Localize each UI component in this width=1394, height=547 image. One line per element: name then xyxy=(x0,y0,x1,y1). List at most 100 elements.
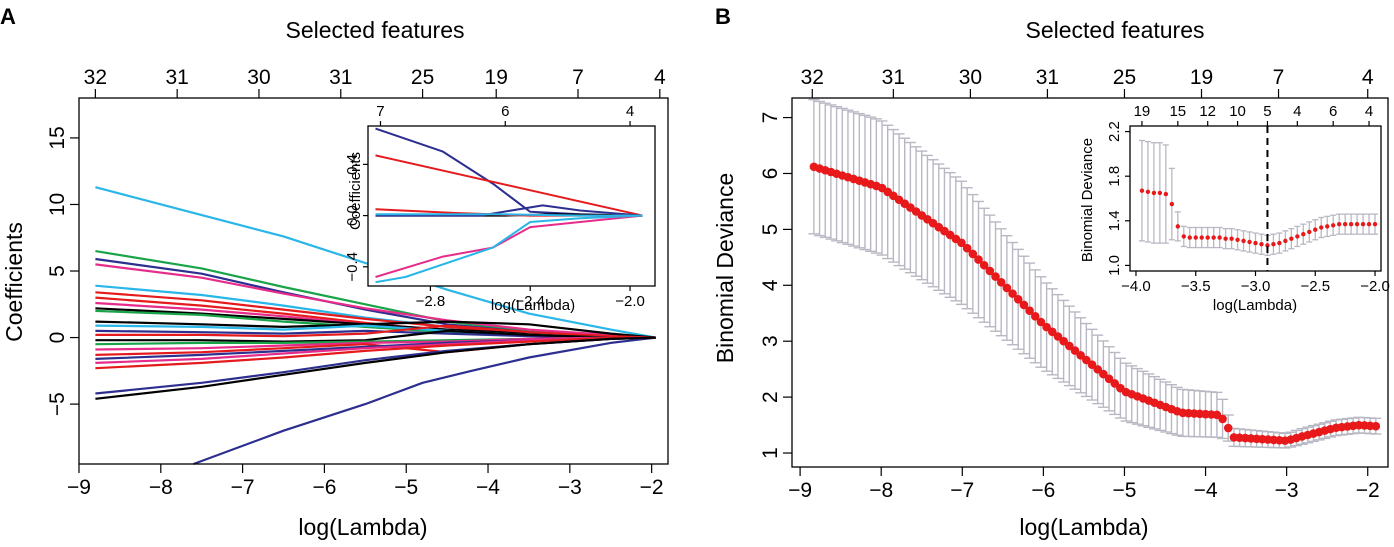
y-tick-label: 1.4 xyxy=(1106,210,1123,231)
inset-cv-point xyxy=(1205,235,1210,240)
panel-a-top-axis-title: Selected features xyxy=(285,17,464,43)
coefficient-path-plot: Selected features log(Lambda) Coefficien… xyxy=(1,17,669,540)
inset-cv-point xyxy=(1199,235,1204,240)
inset-cv-point xyxy=(1354,221,1360,227)
inset-cv-point xyxy=(1139,188,1145,193)
y-tick-label: 5 xyxy=(46,265,69,277)
inset-cv-point xyxy=(1325,224,1330,229)
y-tick-label: 0.4 xyxy=(344,154,361,175)
top-tick-label: 4 xyxy=(654,66,666,89)
cv-point xyxy=(991,272,1000,281)
x-tick-label: −3.5 xyxy=(1181,278,1211,295)
cv-point xyxy=(1008,289,1017,298)
inset-cv-point xyxy=(1360,221,1366,227)
x-tick-label: −7 xyxy=(231,476,255,499)
x-tick-label: −2.8 xyxy=(416,293,446,310)
y-tick-label: −5 xyxy=(46,392,69,416)
cv-deviance-inset: −4.0 −3.5 −3.0 −2.5 −2.0 1.0 1.4 1.8 2.2 19 15 12… xyxy=(1079,103,1390,314)
y-tick-label: 7 xyxy=(759,112,782,124)
cv-point xyxy=(968,249,978,259)
inset-cv-point xyxy=(1211,235,1216,240)
cv-point xyxy=(1019,300,1029,310)
panel-b-y-ticks: 1 2 3 4 5 6 7 xyxy=(759,112,792,459)
cv-point xyxy=(985,266,995,276)
inset-a-x-axis-title: log(Lambda) xyxy=(491,297,575,314)
inset-cv-point xyxy=(1235,237,1240,242)
cv-point xyxy=(1087,360,1097,369)
top-tick-label: 7 xyxy=(1273,66,1285,89)
cv-point xyxy=(1104,374,1114,384)
y-tick-label: 0 xyxy=(46,332,69,344)
y-tick-label: 5 xyxy=(759,224,782,236)
y-tick-label: 1.8 xyxy=(1106,166,1123,187)
x-tick-label: −5 xyxy=(1112,479,1136,502)
inset-cv-point xyxy=(1289,236,1294,241)
cv-point xyxy=(1025,306,1034,315)
inset-cv-point xyxy=(1348,221,1354,227)
cv-point xyxy=(1223,423,1233,433)
x-tick-label: −5 xyxy=(394,476,418,499)
inset-cv-point xyxy=(1145,189,1151,195)
cv-point xyxy=(1059,336,1068,346)
inset-cv-point xyxy=(1169,201,1175,207)
inset-cv-point xyxy=(1330,223,1336,228)
inset-cv-point xyxy=(1295,234,1300,239)
x-tick-label: −2.5 xyxy=(1300,278,1330,295)
cv-point xyxy=(962,243,972,253)
inset-a-x-ticks: −2.8 −2.4 −2.0 xyxy=(416,286,645,310)
panel-label-b: B xyxy=(715,4,731,29)
x-tick-label: −2.4 xyxy=(515,293,545,310)
inset-cv-point xyxy=(1307,229,1312,235)
cv-point xyxy=(979,260,989,270)
panel-b-x-ticks: −9 −8 −7 −6 −5 −4 −3 −2 xyxy=(788,467,1380,502)
x-tick-label: −3.0 xyxy=(1241,278,1271,295)
inset-cv-point xyxy=(1259,242,1264,247)
cv-point xyxy=(957,238,966,248)
inset-b-y-axis-title: Binomial Deviance xyxy=(1079,138,1096,262)
y-tick-label: 4 xyxy=(759,279,782,291)
cv-point xyxy=(1070,346,1080,355)
panel-label-a: A xyxy=(0,4,16,29)
cv-point xyxy=(1042,322,1051,332)
inset-cv-point xyxy=(1241,238,1246,244)
inset-cv-point xyxy=(1265,243,1270,248)
top-tick-label: 5 xyxy=(1263,103,1271,120)
cv-point xyxy=(996,277,1006,287)
inset-b-deviance-points xyxy=(1139,188,1378,248)
top-tick-label: 25 xyxy=(1113,66,1136,89)
inset-coef-line-cyan-inset-2 xyxy=(375,213,643,217)
inset-cv-point xyxy=(1229,236,1234,241)
cv-point xyxy=(1076,350,1085,360)
panel-b-deviance-points xyxy=(809,162,1381,445)
cv-point xyxy=(1099,369,1108,379)
inset-cv-point xyxy=(1163,191,1169,197)
top-tick-label: 32 xyxy=(84,66,107,89)
inset-coef-line-cyan-inset xyxy=(375,214,643,284)
top-tick-label: 31 xyxy=(1036,66,1059,89)
x-tick-label: −4.0 xyxy=(1121,278,1151,295)
inset-cv-point xyxy=(1271,242,1276,247)
inset-coef-line-red-inset xyxy=(375,154,643,217)
inset-cv-point xyxy=(1319,225,1324,230)
top-tick-label: 31 xyxy=(165,66,188,89)
top-tick-label: 30 xyxy=(247,66,270,89)
inset-cv-point xyxy=(1187,235,1192,240)
top-tick-label: 7 xyxy=(376,103,384,120)
inset-cv-point xyxy=(1283,238,1288,244)
inset-b-x-axis-title: log(Lambda) xyxy=(1213,297,1297,314)
inset-cv-point xyxy=(1217,235,1222,240)
x-tick-label: −9 xyxy=(67,476,91,499)
x-tick-label: −6 xyxy=(312,476,336,499)
cv-point xyxy=(1030,312,1040,321)
top-tick-label: 7 xyxy=(572,66,584,89)
inset-cv-point xyxy=(1372,221,1378,227)
x-tick-label: −4 xyxy=(476,476,500,499)
cv-point xyxy=(1082,355,1091,365)
top-tick-label: 31 xyxy=(329,66,352,89)
y-tick-label: 2.2 xyxy=(1106,121,1123,142)
y-tick-label: 2 xyxy=(759,391,782,403)
x-tick-label: −3 xyxy=(558,476,582,499)
inset-b-x-ticks: −4.0 −3.5 −3.0 −2.5 −2.0 xyxy=(1121,271,1390,295)
inset-cv-point xyxy=(1342,221,1348,227)
